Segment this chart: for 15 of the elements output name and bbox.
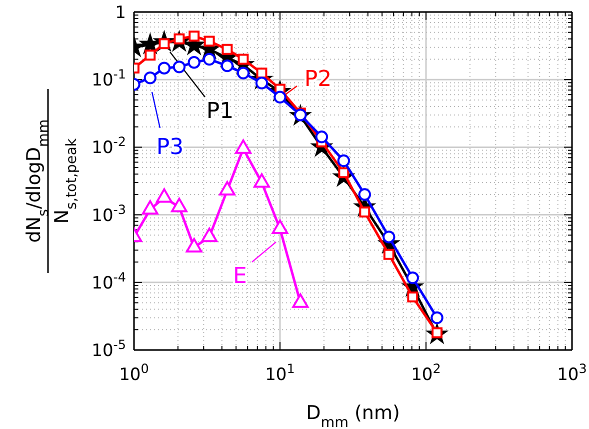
y-tick-label: 10$^{-2}$ — [92, 134, 126, 158]
y-tick-label: 10$^{-4}$ — [92, 270, 126, 294]
x-tick-label: 10$^{3}$ — [557, 362, 587, 385]
legend-label: P3 — [156, 135, 184, 160]
y-tick-label: 10$^{-3}$ — [92, 202, 126, 226]
y-tick-label: 10$^{-1}$ — [92, 67, 126, 91]
legend-label: E — [233, 264, 247, 290]
y-tick-label: 10$^{-5}$ — [92, 338, 126, 361]
series-label: P2 — [304, 67, 332, 92]
y-tick-label: 1 — [115, 3, 126, 23]
x-tick-label: 10$^{0}$ — [119, 362, 149, 385]
legend-label: P1 — [206, 99, 234, 124]
x-axis-title: D$_{mm}$ (nm) — [306, 402, 400, 429]
x-tick-label: 10$^{2}$ — [411, 362, 441, 385]
x-tick-label: 10$^{1}$ — [265, 362, 295, 385]
